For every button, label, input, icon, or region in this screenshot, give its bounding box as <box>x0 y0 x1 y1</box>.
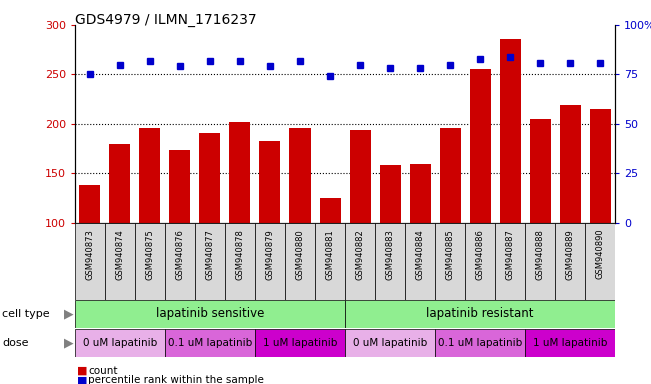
Text: percentile rank within the sample: percentile rank within the sample <box>88 375 264 384</box>
Text: ▶: ▶ <box>64 308 74 320</box>
Text: GSM940879: GSM940879 <box>266 229 275 280</box>
Text: count: count <box>88 366 117 376</box>
FancyBboxPatch shape <box>165 223 195 300</box>
Text: GSM940877: GSM940877 <box>206 229 214 280</box>
Text: cell type: cell type <box>2 309 49 319</box>
Text: ▶: ▶ <box>64 336 74 349</box>
Text: GSM940875: GSM940875 <box>145 229 154 280</box>
Text: GSM940882: GSM940882 <box>355 229 365 280</box>
FancyBboxPatch shape <box>465 223 495 300</box>
Text: GSM940883: GSM940883 <box>385 229 395 280</box>
Text: lapatinib sensitive: lapatinib sensitive <box>156 308 264 320</box>
FancyBboxPatch shape <box>345 300 615 328</box>
Bar <box>290 128 311 223</box>
FancyBboxPatch shape <box>555 223 585 300</box>
FancyBboxPatch shape <box>495 223 525 300</box>
FancyBboxPatch shape <box>75 223 105 300</box>
FancyBboxPatch shape <box>255 329 345 356</box>
Text: GSM940878: GSM940878 <box>236 229 245 280</box>
FancyBboxPatch shape <box>285 223 315 300</box>
Text: 1 uM lapatinib: 1 uM lapatinib <box>263 338 337 348</box>
FancyBboxPatch shape <box>405 223 435 300</box>
Text: GSM940876: GSM940876 <box>175 229 184 280</box>
Text: GSM940874: GSM940874 <box>115 229 124 280</box>
Text: GSM940880: GSM940880 <box>296 229 305 280</box>
Text: GSM940884: GSM940884 <box>415 229 424 280</box>
FancyBboxPatch shape <box>345 329 435 356</box>
Bar <box>350 130 370 223</box>
Bar <box>139 128 160 223</box>
FancyBboxPatch shape <box>435 223 465 300</box>
Bar <box>530 119 551 223</box>
FancyBboxPatch shape <box>105 223 135 300</box>
Text: GSM940885: GSM940885 <box>445 229 454 280</box>
FancyBboxPatch shape <box>75 300 345 328</box>
FancyBboxPatch shape <box>255 223 285 300</box>
FancyBboxPatch shape <box>315 223 345 300</box>
Bar <box>229 122 251 223</box>
FancyBboxPatch shape <box>525 329 615 356</box>
Text: GSM940889: GSM940889 <box>566 229 575 280</box>
Text: GSM940873: GSM940873 <box>85 229 94 280</box>
FancyBboxPatch shape <box>435 329 525 356</box>
FancyBboxPatch shape <box>75 329 165 356</box>
Text: lapatinib resistant: lapatinib resistant <box>426 308 534 320</box>
Bar <box>109 144 130 223</box>
Text: GSM940887: GSM940887 <box>506 229 515 280</box>
Text: 0 uM lapatinib: 0 uM lapatinib <box>353 338 427 348</box>
Bar <box>560 105 581 223</box>
Bar <box>380 166 400 223</box>
Text: GSM940888: GSM940888 <box>536 229 545 280</box>
Text: 0 uM lapatinib: 0 uM lapatinib <box>83 338 157 348</box>
Bar <box>320 198 340 223</box>
Bar <box>260 141 281 223</box>
Bar <box>199 133 221 223</box>
Text: 0.1 uM lapatinib: 0.1 uM lapatinib <box>438 338 522 348</box>
Bar <box>79 185 100 223</box>
Bar <box>590 109 611 223</box>
FancyBboxPatch shape <box>225 223 255 300</box>
FancyBboxPatch shape <box>585 223 615 300</box>
Text: 1 uM lapatinib: 1 uM lapatinib <box>533 338 607 348</box>
FancyBboxPatch shape <box>165 329 255 356</box>
Text: GDS4979 / ILMN_1716237: GDS4979 / ILMN_1716237 <box>75 13 256 27</box>
Bar <box>499 39 521 223</box>
Bar <box>169 149 191 223</box>
Bar <box>409 164 430 223</box>
FancyBboxPatch shape <box>135 223 165 300</box>
Bar <box>469 70 491 223</box>
Text: ■: ■ <box>77 366 87 376</box>
Text: GSM940881: GSM940881 <box>326 229 335 280</box>
FancyBboxPatch shape <box>345 223 375 300</box>
Bar <box>439 128 461 223</box>
Text: ■: ■ <box>77 375 87 384</box>
Text: GSM940886: GSM940886 <box>476 229 484 280</box>
Text: dose: dose <box>2 338 29 348</box>
FancyBboxPatch shape <box>195 223 225 300</box>
FancyBboxPatch shape <box>525 223 555 300</box>
Text: 0.1 uM lapatinib: 0.1 uM lapatinib <box>168 338 252 348</box>
Text: GSM940890: GSM940890 <box>596 229 605 280</box>
FancyBboxPatch shape <box>375 223 405 300</box>
